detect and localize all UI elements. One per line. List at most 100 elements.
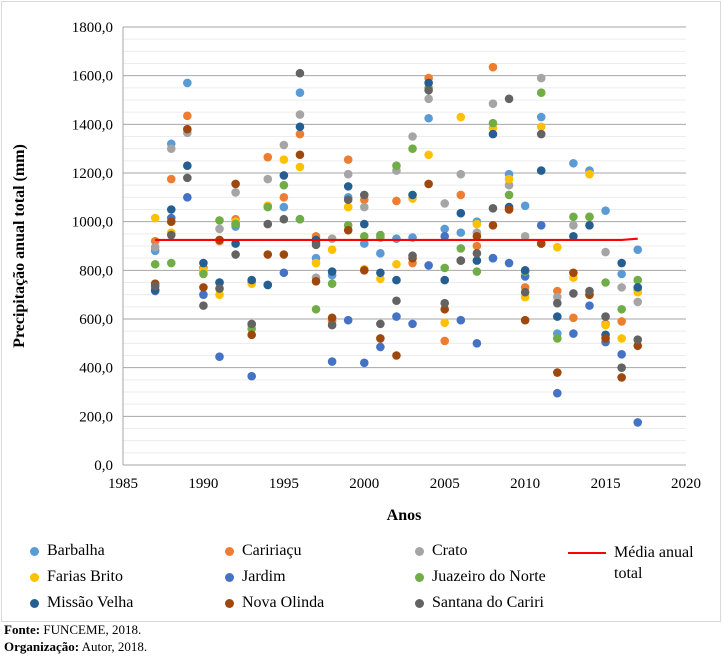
data-point-juazeiro-do-norte <box>215 216 224 225</box>
data-point-nova-olinda <box>263 250 273 259</box>
data-point-nova-olinda <box>279 250 289 259</box>
data-point-cariria-u <box>392 196 401 206</box>
data-point-miss-o-velha <box>359 219 369 229</box>
data-point-farias-brito <box>327 245 337 254</box>
data-point-miss-o-velha <box>488 129 498 139</box>
data-point-jardim <box>633 418 643 427</box>
data-point-santana-do-cariri <box>263 219 273 229</box>
data-point-jardim <box>585 301 594 310</box>
data-point-farias-brito <box>343 202 353 212</box>
data-point-jardim <box>392 312 401 321</box>
data-point-cariria-u <box>472 241 482 251</box>
data-point-santana-do-cariri <box>536 129 546 139</box>
x-tick-label: 2010 <box>510 476 540 492</box>
data-point-santana-do-cariri <box>553 298 562 308</box>
data-point-crato <box>633 297 643 307</box>
data-point-crato <box>424 94 433 104</box>
data-point-miss-o-velha <box>569 231 578 241</box>
data-point-jardim <box>279 268 289 278</box>
data-point-farias-brito <box>424 150 433 160</box>
data-point-farias-brito <box>617 334 626 343</box>
data-point-nova-olinda <box>392 351 401 360</box>
data-point-miss-o-velha <box>456 208 466 218</box>
data-point-nova-olinda <box>536 239 546 248</box>
y-tick-label: 1800,0 <box>72 20 113 36</box>
data-point-miss-o-velha <box>617 258 626 268</box>
data-point-crato <box>488 99 498 108</box>
y-tick-label: 400,0 <box>79 361 113 377</box>
data-point-nova-olinda <box>440 304 450 314</box>
data-point-nova-olinda <box>199 283 208 292</box>
legend-jardim: Jardim <box>225 568 286 586</box>
data-point-jardim <box>617 349 626 359</box>
legend-label: Missão Velha <box>47 594 134 611</box>
data-point-juazeiro-do-norte <box>633 275 643 285</box>
data-point-farias-brito <box>215 290 224 299</box>
data-point-santana-do-cariri <box>327 320 337 330</box>
data-point-jardim <box>343 315 353 325</box>
organization-label: Organização: <box>4 639 80 654</box>
data-point-santana-do-cariri <box>376 319 385 329</box>
y-tick-label: 200,0 <box>79 409 113 425</box>
data-point-barbalha <box>376 249 385 258</box>
data-point-santana-do-cariri <box>617 363 626 372</box>
data-point-cariria-u <box>440 336 450 346</box>
data-point-miss-o-velha <box>166 205 176 214</box>
data-point-jardim <box>327 357 337 366</box>
data-point-miss-o-velha <box>553 312 562 321</box>
data-point-crato <box>263 174 273 184</box>
data-point-crato <box>343 169 353 179</box>
data-point-cariria-u <box>488 62 498 72</box>
data-point-nova-olinda <box>504 205 514 214</box>
data-point-miss-o-velha <box>199 258 208 268</box>
data-point-nova-olinda <box>247 330 256 340</box>
data-point-farias-brito <box>150 213 160 223</box>
legend-label: Média anual total <box>614 544 694 582</box>
legend-label: Caririaçu <box>242 542 302 559</box>
data-point-cariria-u <box>166 174 176 184</box>
x-tick-label: 2020 <box>671 476 701 492</box>
data-point-cariria-u <box>295 129 305 139</box>
y-tick-label: 1600,0 <box>72 69 113 85</box>
chart-frame <box>1 1 721 622</box>
data-point-juazeiro-do-norte <box>311 304 321 314</box>
data-point-miss-o-velha <box>295 122 305 132</box>
legend-juazeiro: Juazeiro do Norte <box>415 568 546 586</box>
legend-santana: Santana do Cariri <box>415 594 544 612</box>
organization-text: Autor, 2018. <box>79 639 148 654</box>
data-point-barbalha <box>569 158 578 168</box>
data-point-santana-do-cariri <box>247 319 256 329</box>
data-point-juazeiro-do-norte <box>456 244 466 253</box>
data-point-nova-olinda <box>472 231 482 241</box>
data-point-cariria-u <box>343 155 353 164</box>
data-point-santana-do-cariri <box>392 296 401 306</box>
data-point-miss-o-velha <box>392 275 401 285</box>
legend-caririacu: Caririaçu <box>225 542 302 560</box>
y-tick-label: 800,0 <box>79 263 113 279</box>
x-tick-label: 2000 <box>349 476 379 492</box>
data-point-juazeiro-do-norte <box>295 214 305 224</box>
data-point-santana-do-cariri <box>633 335 643 344</box>
legend-label: Juazeiro do Norte <box>432 568 546 585</box>
data-point-santana-do-cariri <box>601 312 610 321</box>
data-point-juazeiro-do-norte <box>617 304 626 314</box>
data-point-barbalha <box>617 269 626 279</box>
data-point-santana-do-cariri <box>520 287 530 297</box>
data-point-farias-brito <box>601 320 610 330</box>
data-point-miss-o-velha <box>440 275 450 285</box>
data-point-barbalha <box>536 112 546 122</box>
data-point-jardim <box>536 221 546 230</box>
data-point-santana-do-cariri <box>215 284 224 293</box>
data-point-jardim <box>199 290 208 299</box>
data-point-nova-olinda <box>311 276 321 286</box>
data-point-juazeiro-do-norte <box>472 267 482 276</box>
data-point-barbalha <box>183 78 192 88</box>
legend-crato: Crato <box>415 542 468 560</box>
legend-label: Crato <box>432 542 468 559</box>
data-point-nova-olinda <box>376 334 385 343</box>
data-point-nova-olinda <box>617 373 626 382</box>
data-point-juazeiro-do-norte <box>536 88 546 97</box>
data-point-crato <box>504 180 514 190</box>
x-tick-label: 1990 <box>188 476 218 492</box>
data-point-jardim <box>488 253 498 263</box>
